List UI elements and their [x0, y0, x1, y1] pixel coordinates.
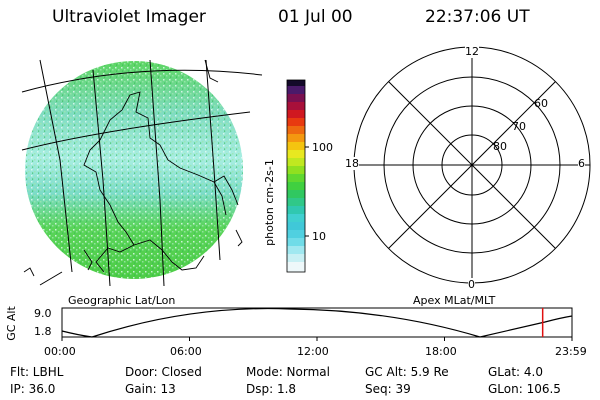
- colorbar-tick-10: 10: [312, 230, 326, 243]
- mlt-label-12: 12: [465, 45, 479, 58]
- time-tick-2359: 23:59: [555, 345, 587, 358]
- colorbar: [286, 79, 309, 273]
- uv-image-disc: [25, 61, 243, 279]
- polar-plot: [353, 46, 591, 284]
- alt-tick-1-8: 1.8: [34, 325, 52, 338]
- instrument-title: Ultraviolet Imager: [52, 7, 206, 27]
- time-tick-1200: 12:00: [297, 345, 329, 358]
- altitude-plot: [61, 307, 573, 341]
- alt-tick-9: 9.0: [34, 307, 52, 320]
- status-dsp: Dsp: 1.8: [246, 382, 297, 396]
- right-panel-caption: Apex MLat/MLT: [413, 294, 496, 307]
- status-gc-alt: GC Alt: 5.9 Re: [365, 365, 449, 379]
- date-label: 01 Jul 00: [278, 7, 353, 27]
- mlt-label-18: 18: [345, 157, 359, 170]
- mlat-label-70: 70: [512, 120, 526, 133]
- altitude-curve: [61, 307, 573, 338]
- mlat-label-80: 80: [493, 140, 507, 153]
- status-flt: Flt: LBHL: [10, 365, 64, 379]
- time-tick-1800: 18:00: [425, 345, 457, 358]
- time-tick-0600: 06:00: [170, 345, 202, 358]
- mlat-label-60: 60: [534, 97, 548, 110]
- status-ip: IP: 36.0: [10, 382, 56, 396]
- colorbar-label: photon cm-2s-1: [262, 159, 276, 246]
- left-panel-caption: Geographic Lat/Lon: [68, 294, 176, 307]
- alt-plot-ylabel: GC Alt: [4, 306, 18, 341]
- status-glon: GLon: 106.5: [488, 382, 561, 396]
- status-door: Door: Closed: [125, 365, 202, 379]
- status-seq: Seq: 39: [365, 382, 411, 396]
- mlt-label-0: 0: [468, 278, 475, 291]
- geo-grid: [21, 59, 263, 287]
- status-glat: GLat: 4.0: [488, 365, 543, 379]
- colorbar-tick-100: 100: [312, 141, 333, 154]
- status-gain: Gain: 13: [125, 382, 176, 396]
- time-label: 22:37:06 UT: [425, 7, 530, 27]
- mlt-label-6: 6: [578, 157, 585, 170]
- status-mode: Mode: Normal: [246, 365, 330, 379]
- coastlines: [23, 59, 243, 277]
- time-tick-0000: 00:00: [44, 345, 76, 358]
